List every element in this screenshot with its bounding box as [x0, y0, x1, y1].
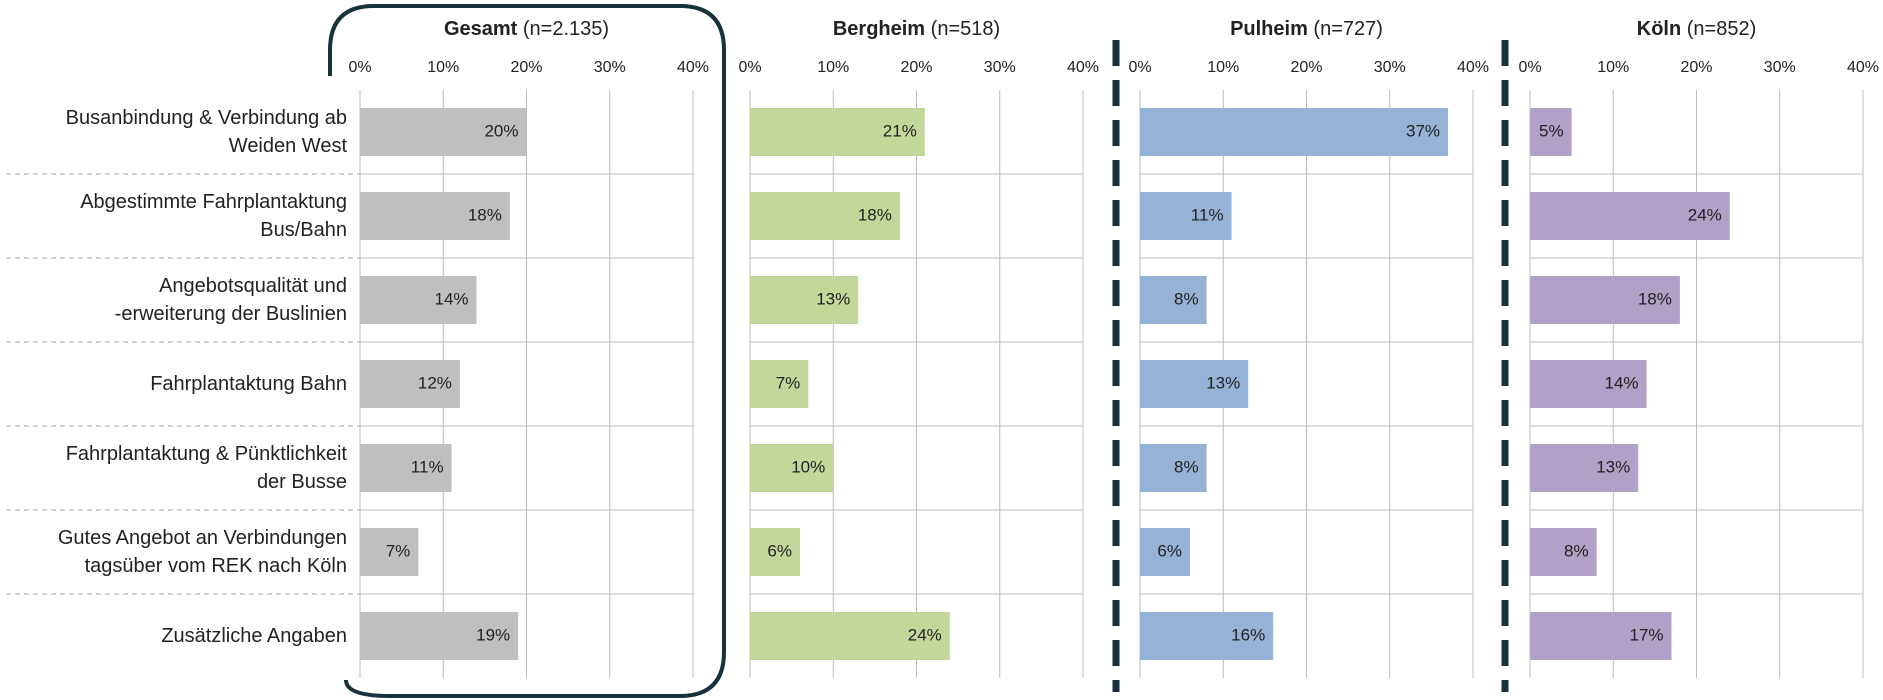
x-tick-label: 30%	[594, 59, 626, 76]
x-tick-label: 10%	[1597, 59, 1629, 76]
value-label: 18%	[858, 205, 892, 224]
value-label: 8%	[1564, 541, 1589, 560]
x-tick-label: 0%	[348, 59, 371, 76]
value-label: 14%	[1605, 373, 1639, 392]
value-label: 18%	[468, 205, 502, 224]
value-label: 6%	[767, 541, 792, 560]
panel-subtitle: (n=518)	[931, 18, 1001, 40]
bar	[360, 444, 452, 492]
value-label: 24%	[1688, 205, 1722, 224]
bar	[1530, 192, 1730, 240]
bar	[360, 276, 477, 324]
value-label: 11%	[411, 457, 444, 476]
value-label: 5%	[1539, 121, 1564, 140]
bar	[360, 528, 419, 576]
panel-subtitle: (n=852)	[1687, 18, 1757, 40]
panel-title: Gesamt (n=2.135)	[444, 18, 609, 40]
bar	[1140, 192, 1232, 240]
value-label: 7%	[386, 541, 411, 560]
bar	[1140, 360, 1249, 408]
category-label: Fahrplantaktung & Pünktlichkeit der Buss…	[65, 443, 347, 493]
bar	[750, 360, 809, 408]
value-label: 6%	[1157, 541, 1182, 560]
bar	[1140, 528, 1190, 576]
category-label: Busanbindung & Verbindung ab Weiden West	[65, 107, 347, 157]
panel-title: Bergheim (n=518)	[833, 18, 1000, 40]
value-label: 13%	[1596, 457, 1630, 476]
bar	[360, 192, 510, 240]
value-label: 13%	[1206, 373, 1240, 392]
x-tick-label: 40%	[677, 59, 709, 76]
x-tick-label: 0%	[738, 59, 761, 76]
value-label: 14%	[435, 289, 469, 308]
panel-subtitle: (n=2.135)	[523, 18, 609, 40]
panel-title-main: Köln	[1637, 18, 1681, 40]
x-tick-label: 20%	[510, 59, 542, 76]
value-label: 10%	[791, 457, 825, 476]
x-tick-label: 30%	[1764, 59, 1796, 76]
bar	[1140, 612, 1274, 660]
x-tick-label: 10%	[427, 59, 459, 76]
bar	[750, 108, 925, 156]
x-tick-label: 10%	[1207, 59, 1239, 76]
x-tick-label: 0%	[1128, 59, 1151, 76]
panel-title: Köln (n=852)	[1637, 18, 1757, 40]
x-tick-label: 30%	[984, 59, 1016, 76]
value-label: 8%	[1174, 289, 1199, 308]
panel-subtitle: (n=727)	[1313, 18, 1383, 40]
x-tick-label: 30%	[1374, 59, 1406, 76]
bar	[1530, 276, 1680, 324]
x-tick-label: 0%	[1518, 59, 1541, 76]
bar	[1140, 444, 1207, 492]
bar	[1530, 360, 1647, 408]
bar	[750, 528, 800, 576]
category-label: Zusätzliche Angaben	[161, 625, 347, 647]
x-tick-label: 10%	[817, 59, 849, 76]
x-tick-label: 20%	[1290, 59, 1322, 76]
bar	[1530, 444, 1639, 492]
panel-title-main: Gesamt	[444, 18, 518, 40]
x-tick-label: 40%	[1457, 59, 1489, 76]
value-label: 37%	[1406, 121, 1440, 140]
bar	[1530, 612, 1672, 660]
bar	[1140, 276, 1207, 324]
bar	[360, 360, 460, 408]
bar	[750, 192, 900, 240]
panel-title: Pulheim (n=727)	[1230, 18, 1383, 40]
value-label: 16%	[1231, 625, 1265, 644]
bar	[360, 108, 527, 156]
value-label: 11%	[1191, 205, 1224, 224]
x-tick-label: 20%	[900, 59, 932, 76]
value-label: 21%	[883, 121, 917, 140]
bar	[1530, 528, 1597, 576]
value-label: 7%	[776, 373, 801, 392]
x-tick-label: 20%	[1680, 59, 1712, 76]
bar	[360, 612, 519, 660]
panel-title-main: Bergheim	[833, 18, 925, 40]
bar	[1140, 108, 1449, 156]
value-label: 12%	[418, 373, 452, 392]
value-label: 18%	[1638, 289, 1672, 308]
value-label: 24%	[908, 625, 942, 644]
category-label: Abgestimmte Fahrplantaktung Bus/Bahn	[80, 191, 347, 241]
bar	[750, 612, 950, 660]
value-label: 19%	[476, 625, 510, 644]
value-label: 13%	[816, 289, 850, 308]
value-label: 8%	[1174, 457, 1199, 476]
category-label: Fahrplantaktung Bahn	[150, 373, 347, 395]
bar	[1530, 108, 1572, 156]
value-label: 17%	[1629, 625, 1663, 644]
x-tick-label: 40%	[1847, 59, 1879, 76]
x-tick-label: 40%	[1067, 59, 1099, 76]
panel-title-main: Pulheim	[1230, 18, 1308, 40]
bar	[750, 276, 859, 324]
value-label: 20%	[484, 121, 518, 140]
highlight-frame	[328, 4, 726, 698]
bar	[750, 444, 834, 492]
category-label: Gutes Angebot an Verbindungen tagsüber v…	[57, 527, 347, 577]
category-label: Angebotsqualität und -erweiterung der Bu…	[114, 275, 347, 325]
